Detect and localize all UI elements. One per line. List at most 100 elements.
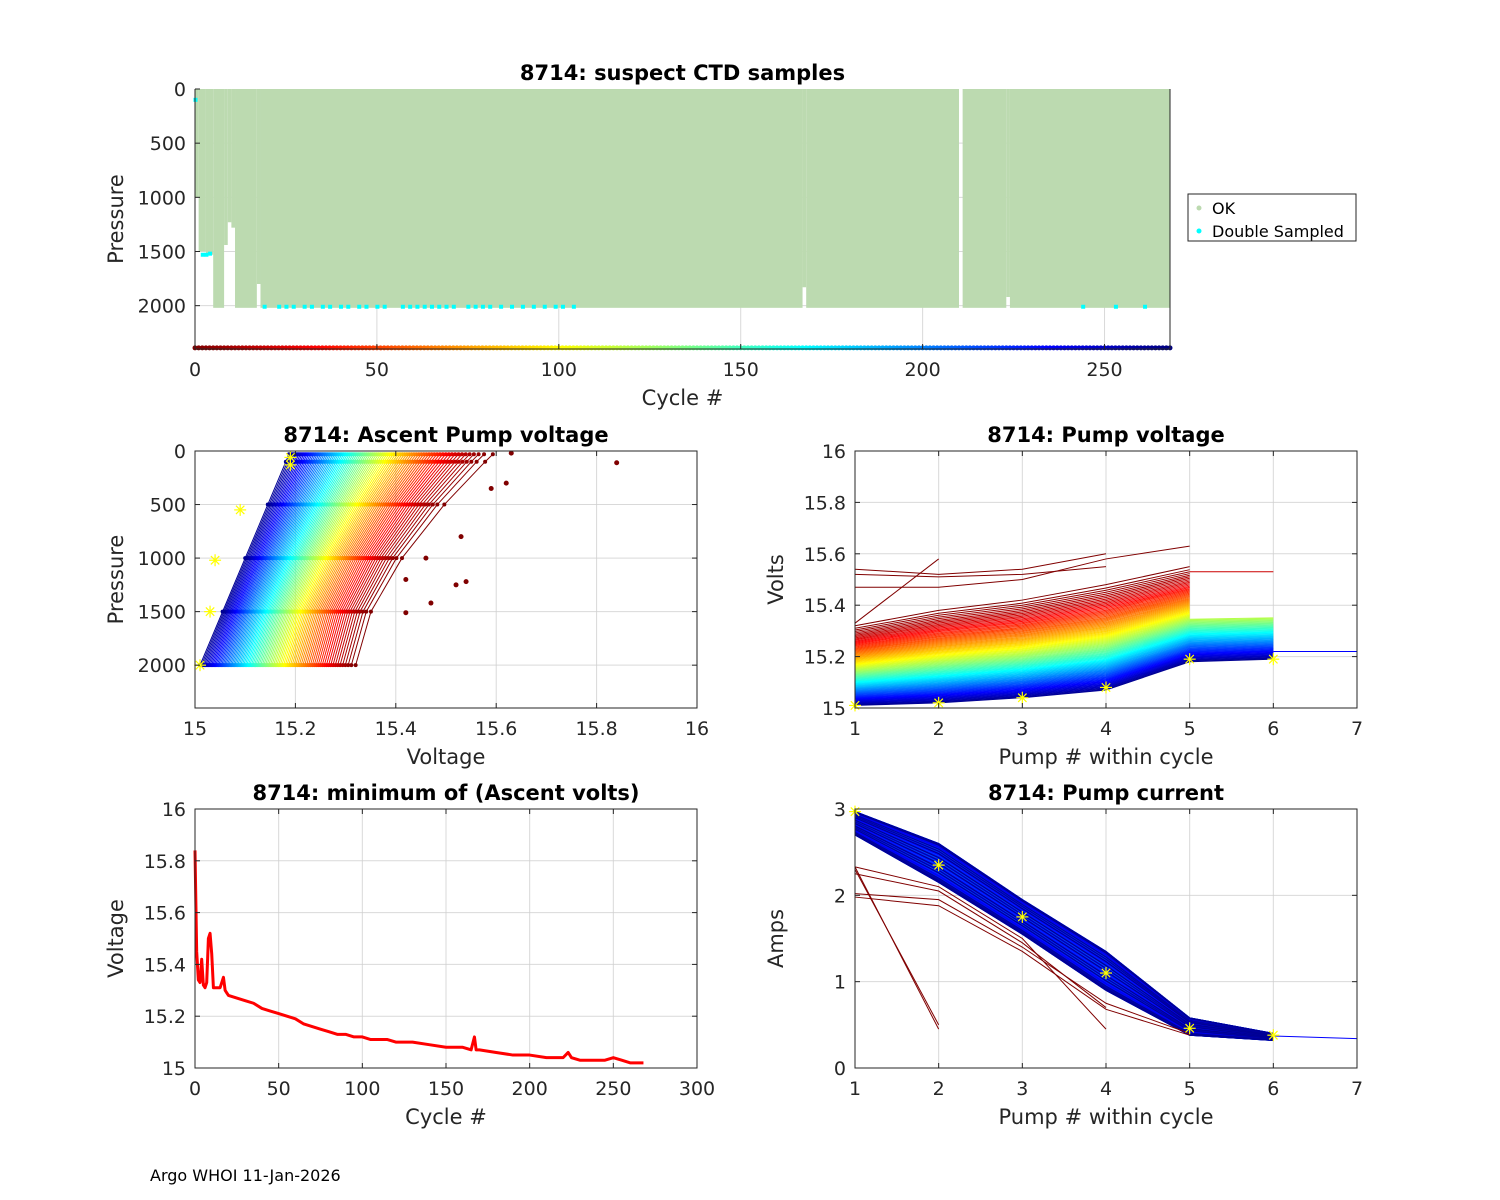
cycle-profile-point (440, 452, 445, 457)
double-sampled-point (375, 304, 380, 309)
x-tick-label: 250 (1086, 359, 1122, 381)
cycle-line (854, 628, 1274, 681)
cycle-line (854, 653, 1274, 702)
cycle-line (854, 597, 1190, 653)
y-tick-label: 15.6 (804, 544, 846, 566)
cycle-line (854, 632, 1274, 684)
cycle-line (854, 654, 1274, 703)
double-sampled-point (364, 304, 369, 309)
cycle-line (854, 592, 1190, 649)
cycle-line (854, 583, 1190, 641)
cycle-line (854, 651, 1274, 700)
double-sampled-point (208, 251, 213, 256)
cycle-profile-point (483, 459, 488, 464)
latest-cycle-marker (1267, 653, 1280, 666)
y-tick-label: 0 (834, 1058, 846, 1080)
x-tick-label: 6 (1267, 1078, 1279, 1100)
latest-cycle-marker (1016, 910, 1029, 923)
cycle-profile-point (426, 502, 431, 507)
x-tick-label: 100 (344, 1078, 380, 1100)
cycle-profile-point (460, 452, 465, 457)
cycle-profile-point (243, 556, 248, 561)
cycle-line (854, 817, 1274, 1036)
ok-profile-band (198, 89, 206, 252)
outlier-point (503, 480, 509, 486)
cycle-line (854, 608, 1190, 662)
y-tick-label: 15 (822, 698, 846, 720)
x-axis-label: Cycle # (405, 1105, 487, 1129)
cycle-line (854, 626, 1274, 679)
cycle-line (854, 624, 1274, 677)
cycle-line (854, 586, 1190, 644)
cycle-line (854, 591, 1190, 648)
outlier-point (403, 577, 409, 582)
legend-marker (1196, 228, 1202, 234)
footer-label: Argo WHOI 11-Jan-2026 (150, 1166, 341, 1185)
cycle-profile-point (446, 459, 451, 464)
cycle-line (854, 617, 1190, 670)
x-tick-label: 7 (1351, 718, 1363, 740)
double-sampled-point (357, 304, 362, 309)
x-axis-label: Cycle # (642, 386, 724, 410)
cycle-line (854, 632, 1274, 684)
cycle-profile-point (364, 609, 369, 614)
x-tick-label: 250 (595, 1078, 631, 1100)
cycle-profile-point (220, 609, 225, 614)
outlier-point (428, 600, 434, 606)
double-sampled-point (520, 304, 525, 309)
cycle-line (854, 616, 1190, 669)
cycle-line (854, 620, 1274, 674)
cycle-line (854, 827, 1274, 1039)
x-tick-label: 5 (1184, 1078, 1196, 1100)
x-tick-label: 15 (183, 718, 207, 740)
cycle-line (854, 656, 1274, 705)
cycle-line (854, 630, 1274, 682)
x-axis-label: Pump # within cycle (999, 1105, 1214, 1129)
cycle-line (854, 617, 1274, 671)
cycle-line (854, 635, 1274, 687)
late-tail-line (1273, 1035, 1358, 1040)
cycle-line (854, 650, 1274, 699)
cycle-line (854, 609, 1190, 663)
legend-label: Double Sampled (1212, 222, 1344, 241)
cycle-line (854, 599, 1190, 654)
cycle-line (854, 604, 1190, 658)
cycle-line (854, 580, 1190, 639)
double-sampled-point (553, 304, 558, 309)
cycle-line (854, 649, 1274, 698)
double-sampled-point (571, 304, 576, 309)
double-sampled-point (480, 304, 485, 309)
cycle-line (854, 657, 1274, 705)
double-sampled-point (382, 304, 387, 309)
cycle-line (854, 642, 1274, 692)
ok-profile-band (227, 89, 232, 223)
x-tick-label: 300 (679, 1078, 715, 1100)
cycle-profile-point (456, 459, 461, 464)
cycle-line (854, 815, 1274, 1036)
cycle-line (854, 825, 1274, 1039)
outlier-line (854, 553, 1107, 575)
x-tick-label: 15.8 (575, 718, 617, 740)
cycle-line (854, 574, 1190, 634)
cycle-line (854, 581, 1190, 640)
cycle-line (854, 822, 1274, 1038)
cycle-profile-point (346, 663, 351, 668)
chart-title: 8714: Pump voltage (987, 423, 1225, 447)
y-tick-label: 1500 (138, 602, 186, 624)
x-tick-label: 7 (1351, 1078, 1363, 1100)
ok-profile-band (1006, 89, 1010, 297)
cycle-line (854, 631, 1274, 683)
ok-profile-band (224, 89, 228, 245)
y-tick-label: 2000 (138, 296, 186, 318)
double-sampled-point (531, 304, 536, 309)
y-tick-label: 2000 (138, 655, 186, 677)
y-tick-label: 1000 (138, 187, 186, 209)
min-volts-line (193, 850, 644, 1065)
cycle-profile-point (442, 502, 447, 507)
cycle-line (854, 571, 1190, 631)
cycle-profile-point (490, 452, 495, 457)
cycle-line (854, 623, 1274, 676)
cycle-line (854, 605, 1190, 660)
cycle-line (854, 811, 1274, 1035)
cycle-line (854, 629, 1274, 681)
